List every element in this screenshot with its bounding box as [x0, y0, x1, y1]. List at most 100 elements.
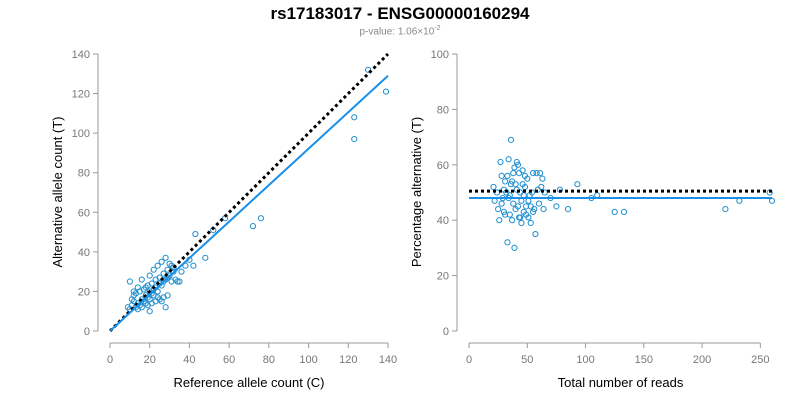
right-data-point [504, 172, 511, 179]
right-x-tick-label: 250 [751, 354, 769, 366]
left-data-point [192, 230, 199, 238]
right-y-tick-label: 100 [431, 49, 449, 61]
right-data-point [529, 208, 537, 215]
left-data-point [154, 262, 161, 269]
right-y-tick-label: 80 [437, 104, 449, 116]
right-data-point [490, 183, 497, 191]
right-data-point [574, 181, 581, 188]
right-data-point [529, 170, 537, 177]
left-x-tick-label: 60 [223, 354, 235, 366]
left-x-tick-label: 120 [339, 354, 357, 366]
right-data-point [502, 178, 509, 185]
right-data-point [502, 211, 509, 218]
right-data-point [512, 181, 519, 188]
left-reference-line [108, 52, 390, 333]
right-data-point [498, 172, 505, 179]
left-data-point [148, 280, 155, 287]
right-data-point [523, 203, 530, 210]
left-data-point [124, 304, 131, 311]
left-data-point [190, 262, 197, 269]
right-y-tick-label: 40 [437, 215, 449, 227]
p-value-text: p-value: 1.06×10 [359, 26, 435, 38]
right-y-tick-label: 60 [437, 160, 449, 172]
right-data-point [525, 214, 532, 221]
right-data-point [540, 206, 547, 213]
left-data-point [170, 264, 177, 271]
right-data-point [520, 208, 527, 215]
right-x-axis-title: Total number of reads [558, 375, 684, 390]
right-data-point [564, 206, 572, 213]
right-data-point [611, 208, 618, 215]
right-data-point [553, 203, 560, 210]
left-data-point [182, 262, 189, 269]
left-y-tick-label: 120 [72, 89, 90, 101]
left-data-point [138, 276, 145, 283]
right-data-point [519, 181, 526, 188]
left-y-tick-label: 140 [72, 49, 90, 61]
right-data-point [514, 161, 522, 168]
left-x-tick-label: 100 [299, 354, 317, 366]
left-x-axis-title: Reference allele count (C) [173, 375, 324, 390]
right-data-point [527, 219, 534, 227]
left-data-point [150, 266, 157, 273]
right-data-point [516, 170, 523, 177]
right-data-point [722, 206, 729, 213]
right-data-point [504, 239, 511, 246]
left-x-tick-label: 0 [107, 354, 113, 366]
left-data-point [365, 66, 372, 73]
left-y-tick-label: 20 [78, 286, 90, 298]
left-fit-line [109, 75, 389, 332]
left-data-point [146, 272, 153, 279]
right-data-point [496, 217, 503, 224]
right-x-tick-label: 50 [521, 354, 533, 366]
left-data-point [158, 258, 165, 265]
right-data-point [535, 200, 543, 207]
right-data-point [495, 206, 502, 213]
left-data-point [154, 288, 161, 295]
right-data-point [500, 208, 508, 215]
right-data-point [517, 214, 524, 221]
right-y-tick-label: 20 [437, 271, 449, 283]
left-data-point [138, 304, 145, 311]
left-data-point [178, 268, 185, 275]
allele-count-scatter-plot: 0 20 40 60 80 100 120 140 0 20 40 60 80 100 120 140 Refe… [50, 49, 397, 390]
left-data-point [146, 308, 153, 315]
left-y-tick-label: 40 [78, 247, 90, 259]
left-data-point [257, 215, 265, 222]
right-y-axis-title: Percentage alternative (T) [409, 117, 424, 267]
right-data-point [519, 167, 526, 174]
right-data-point [497, 158, 504, 166]
left-data-point [130, 288, 137, 295]
right-data-point [533, 170, 540, 177]
right-data-point [521, 172, 529, 179]
right-data-point [505, 156, 512, 163]
left-x-tick-label: 140 [379, 354, 397, 366]
right-x-tick-label: 100 [576, 354, 594, 366]
right-data-point [539, 175, 546, 182]
right-data-point [511, 244, 518, 251]
left-y-tick-label: 100 [72, 128, 90, 140]
left-data-point [162, 254, 169, 261]
right-y-tick-label: 0 [443, 326, 449, 338]
right-data-point [512, 206, 519, 213]
left-data-point [132, 290, 139, 297]
percentage-alternative-scatter-plot: 0 50 100 150 200 250 0 20 40 60 80 100 Total number … [409, 49, 776, 390]
left-data-point [142, 284, 149, 291]
right-data-point [518, 219, 525, 227]
left-data-point [176, 278, 183, 285]
left-data-point [351, 114, 358, 121]
left-data-point [164, 292, 171, 299]
right-data-point [509, 217, 516, 224]
right-data-point [536, 170, 544, 177]
p-value-exponent: -2 [434, 25, 441, 32]
left-x-tick-label: 40 [183, 354, 195, 366]
left-data-point [351, 135, 358, 143]
right-x-tick-label: 0 [466, 354, 472, 366]
right-data-point [538, 183, 545, 191]
figure-subtitle: p-value: 1.06×10-2 [0, 25, 800, 37]
left-data-point [202, 254, 209, 261]
right-data-point [506, 211, 513, 218]
left-data-point [382, 88, 390, 95]
right-data-point [510, 170, 517, 177]
